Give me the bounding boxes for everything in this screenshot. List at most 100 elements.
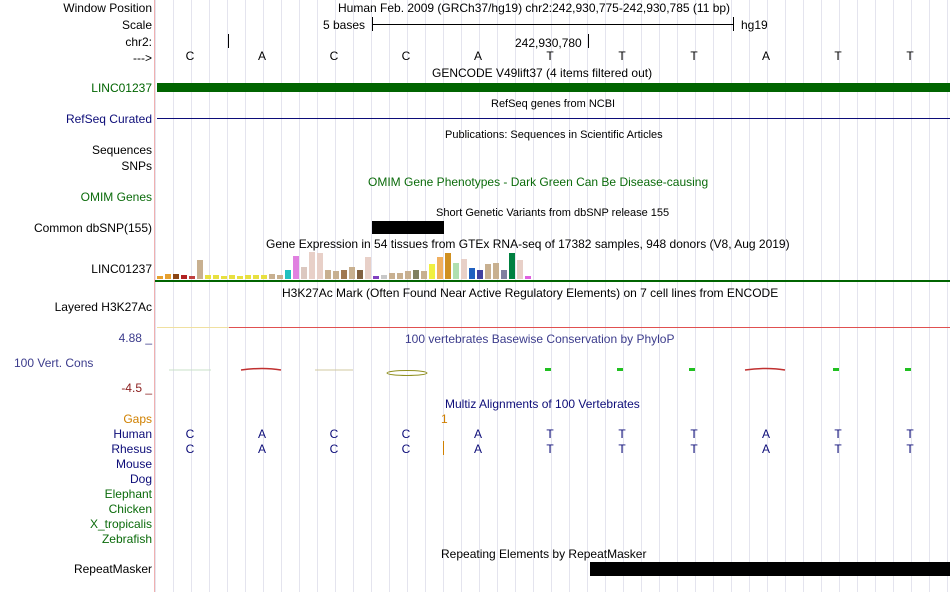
- gtex-tissue-bar[interactable]: [197, 260, 203, 279]
- grid-line: [191, 0, 192, 592]
- repeatmasker-track-title[interactable]: Repeating Elements by RepeatMasker: [441, 547, 647, 561]
- gtex-track-label[interactable]: LINC01237: [91, 262, 152, 276]
- dbsnp-track-label[interactable]: Common dbSNP(155): [33, 221, 152, 235]
- gtex-tissue-bar[interactable]: [165, 274, 171, 279]
- gtex-tissue-bar[interactable]: [173, 274, 179, 279]
- gtex-tissue-bar[interactable]: [213, 275, 219, 279]
- omim-track-title[interactable]: OMIM Gene Phenotypes - Dark Green Can Be…: [368, 175, 709, 189]
- species-label-mouse[interactable]: Mouse: [115, 457, 152, 471]
- gtex-tissue-bar[interactable]: [189, 276, 195, 279]
- gtex-tissue-bar[interactable]: [301, 267, 307, 279]
- gtex-expression-bars[interactable]: [157, 252, 537, 279]
- phylop-track-label[interactable]: 100 Vert. Cons: [14, 356, 94, 370]
- gtex-tissue-bar[interactable]: [157, 276, 163, 279]
- gtex-tissue-bar[interactable]: [245, 275, 251, 279]
- window-position-value: Human Feb. 2009 (GRCh37/hg19) chr2:242,9…: [338, 1, 731, 15]
- gtex-tissue-bar[interactable]: [285, 270, 291, 279]
- omim-track-label[interactable]: OMIM Genes: [80, 190, 152, 204]
- gtex-tissue-bar[interactable]: [437, 257, 443, 279]
- grid-line: [335, 0, 336, 592]
- gtex-tissue-bar[interactable]: [221, 276, 227, 279]
- multiz-track-title[interactable]: Multiz Alignments of 100 Vertebrates: [445, 397, 640, 411]
- gtex-tissue-bar[interactable]: [237, 276, 243, 279]
- repeatmasker-track-label[interactable]: RepeatMasker: [73, 562, 152, 576]
- gtex-tissue-bar[interactable]: [485, 264, 491, 279]
- gtex-tissue-bar[interactable]: [381, 275, 387, 279]
- gtex-tissue-bar[interactable]: [477, 270, 483, 279]
- gtex-tissue-bar[interactable]: [429, 264, 435, 279]
- gtex-tissue-bar[interactable]: [229, 275, 235, 279]
- gtex-tissue-bar[interactable]: [341, 270, 347, 279]
- gtex-tissue-bar[interactable]: [181, 275, 187, 279]
- gencode-track-title[interactable]: GENCODE V49lift37 (4 items filtered out): [432, 66, 653, 80]
- gtex-tissue-bar[interactable]: [373, 276, 379, 279]
- gtex-tissue-bar[interactable]: [525, 276, 531, 279]
- publications-sequences-label[interactable]: Sequences: [91, 143, 152, 157]
- h3k27ac-track-label[interactable]: Layered H3K27Ac: [54, 300, 152, 314]
- grid-line: [623, 0, 624, 592]
- grid-line: [371, 0, 372, 592]
- gtex-tissue-bar[interactable]: [309, 252, 315, 279]
- grid-line: [875, 0, 876, 592]
- gtex-tissue-bar[interactable]: [413, 270, 419, 279]
- dbsnp-track-title[interactable]: Short Genetic Variants from dbSNP releas…: [436, 207, 670, 219]
- ruler-coordinate: 242,930,780: [515, 36, 582, 50]
- phylop-track-title[interactable]: 100 vertebrates Basewise Conservation by…: [405, 332, 675, 346]
- grid-line: [461, 0, 462, 592]
- gtex-tissue-bar[interactable]: [453, 263, 459, 279]
- gtex-tissue-bar[interactable]: [325, 270, 331, 279]
- gtex-tissue-bar[interactable]: [469, 268, 475, 279]
- gtex-tissue-bar[interactable]: [317, 253, 323, 279]
- grid-line: [263, 0, 264, 592]
- scale-text: 5 bases: [323, 18, 366, 32]
- publications-track-title[interactable]: Publications: Sequences in Scientific Ar…: [445, 129, 663, 141]
- gtex-tissue-bar[interactable]: [397, 273, 403, 279]
- gtex-tissue-bar[interactable]: [205, 275, 211, 279]
- gtex-tissue-bar[interactable]: [421, 271, 427, 279]
- repeatmasker-element[interactable]: [590, 562, 950, 576]
- species-label-chicken[interactable]: Chicken: [108, 502, 152, 516]
- species-label-elephant[interactable]: Elephant: [104, 487, 152, 501]
- gtex-tissue-bar[interactable]: [253, 275, 259, 279]
- track-label-column: Window Position Scale chr2: ---> LINC012…: [0, 0, 154, 592]
- grid-line: [245, 0, 246, 592]
- publications-snps-label[interactable]: SNPs: [121, 159, 152, 173]
- gtex-tissue-bar[interactable]: [509, 253, 515, 279]
- multiz-gap-mark: [443, 441, 444, 455]
- h3k27ac-track-title[interactable]: H3K27Ac Mark (Often Found Near Active Re…: [282, 286, 779, 300]
- aligned-base: T: [906, 427, 914, 441]
- gtex-tissue-bar[interactable]: [293, 256, 299, 279]
- phylop-mark-4: [386, 370, 428, 376]
- gtex-tissue-bar[interactable]: [277, 275, 283, 279]
- dbsnp-variant-feature[interactable]: [372, 221, 444, 234]
- gtex-tissue-bar[interactable]: [445, 253, 451, 279]
- gtex-tissue-bar[interactable]: [349, 267, 355, 279]
- phylop-mark-8: [744, 367, 786, 371]
- refseq-track-label[interactable]: RefSeq Curated: [65, 112, 152, 126]
- refseq-gene-line[interactable]: [157, 118, 950, 119]
- gtex-tissue-bar[interactable]: [365, 257, 371, 279]
- species-label-x_tropicalis[interactable]: X_tropicalis: [89, 517, 152, 531]
- species-label-rhesus[interactable]: Rhesus: [111, 442, 152, 456]
- gtex-tissue-bar[interactable]: [389, 273, 395, 279]
- gencode-gene-feature[interactable]: [157, 83, 950, 92]
- gtex-tissue-bar[interactable]: [405, 271, 411, 279]
- refseq-track-title[interactable]: RefSeq genes from NCBI: [491, 98, 616, 110]
- grid-line: [893, 0, 894, 592]
- gtex-tissue-bar[interactable]: [501, 270, 507, 279]
- gtex-tissue-bar[interactable]: [517, 260, 523, 279]
- species-label-zebrafish[interactable]: Zebrafish: [101, 532, 152, 546]
- gtex-tissue-bar[interactable]: [333, 271, 339, 279]
- gtex-tissue-bar[interactable]: [357, 270, 363, 279]
- gtex-track-title[interactable]: Gene Expression in 54 tissues from GTEx …: [266, 237, 790, 251]
- gtex-tissue-bar[interactable]: [493, 263, 499, 279]
- gtex-tissue-bar[interactable]: [269, 274, 275, 279]
- species-label-human[interactable]: Human: [113, 427, 152, 441]
- multiz-gaps-label[interactable]: Gaps: [123, 412, 152, 426]
- species-label-dog[interactable]: Dog: [129, 472, 152, 486]
- aligned-base: C: [185, 442, 195, 456]
- gencode-track-label[interactable]: LINC01237: [91, 81, 152, 95]
- gtex-tissue-bar[interactable]: [461, 259, 467, 279]
- gtex-tissue-bar[interactable]: [261, 275, 267, 279]
